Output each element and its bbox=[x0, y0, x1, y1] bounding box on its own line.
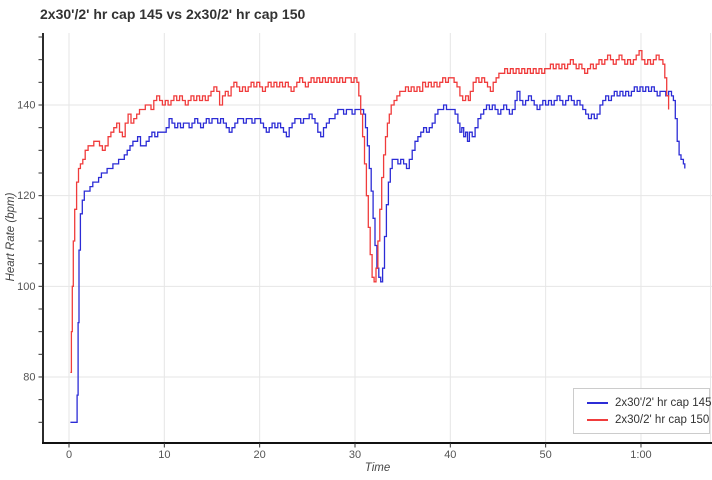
legend-label-cap145: 2x30'/2' hr cap 145 bbox=[615, 396, 712, 409]
x-tick-label: 30 bbox=[349, 449, 361, 461]
legend-item-cap145: 2x30'/2' hr cap 145 bbox=[587, 396, 712, 409]
series-line-cap145 bbox=[70, 86, 686, 423]
x-tick-label: 20 bbox=[254, 449, 266, 461]
series-line-cap150 bbox=[70, 49, 670, 374]
y-axis-title: Heart Rate (bpm) bbox=[5, 192, 17, 282]
y-tick-label: 120 bbox=[17, 190, 35, 202]
y-tick-label: 140 bbox=[17, 100, 35, 112]
x-tick-label: 50 bbox=[540, 449, 552, 461]
x-tick-label: 0 bbox=[66, 449, 72, 461]
x-tick-label: 1:00 bbox=[630, 449, 651, 461]
x-tick-label: 40 bbox=[444, 449, 456, 461]
chart-title: 2x30'/2' hr cap 145 vs 2x30/2' hr cap 15… bbox=[40, 6, 306, 22]
x-tick-label: 10 bbox=[158, 449, 170, 461]
legend-label-cap150: 2x30/2' hr cap 150 bbox=[615, 413, 710, 426]
x-axis-title: Time bbox=[364, 462, 391, 474]
y-tick-label: 100 bbox=[17, 281, 35, 293]
legend-swatch-cap150 bbox=[587, 418, 608, 421]
legend-item-cap150: 2x30/2' hr cap 150 bbox=[587, 414, 709, 426]
chart-legend: 2x30'/2' hr cap 145 2x30/2' hr cap 150 bbox=[573, 388, 712, 434]
legend-swatch-cap145 bbox=[587, 401, 608, 404]
y-tick-label: 80 bbox=[23, 371, 35, 383]
